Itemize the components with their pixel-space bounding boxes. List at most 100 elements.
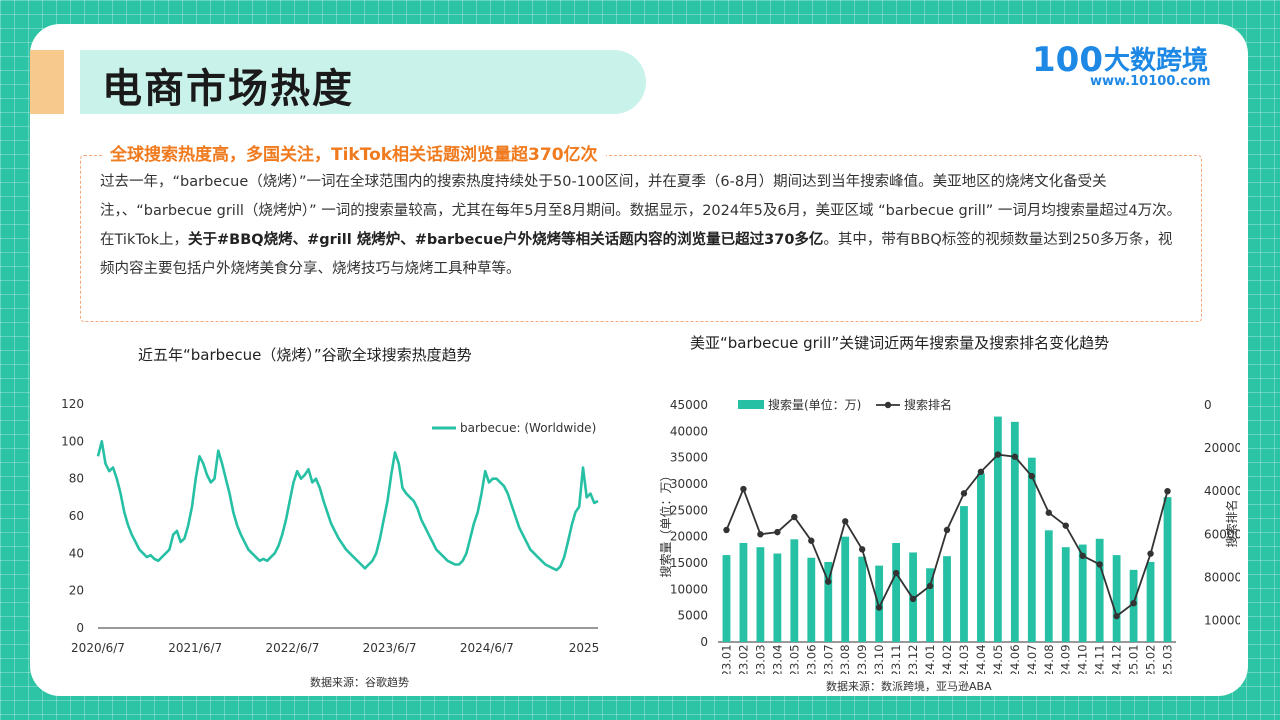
rank-point: [892, 569, 900, 577]
bar-search-volume: [1095, 538, 1104, 642]
right-y-tick-label: 100000: [1204, 613, 1240, 627]
right-y-tick-label: 80000: [1204, 570, 1240, 584]
bar-search-volume: [1061, 547, 1070, 642]
left-y-tick-label: 20000: [670, 530, 708, 544]
x-tick-label: 2020/6/7: [71, 641, 125, 655]
logo-url: www.10100.com: [1090, 74, 1211, 89]
rank-point: [926, 582, 934, 590]
x-tick-label: 2023.08: [838, 644, 852, 674]
legend-line-label: 搜索排名: [904, 397, 952, 412]
rank-point: [842, 518, 849, 525]
right-y-tick-label: 60000: [1204, 527, 1240, 541]
x-tick-label: 2023.11: [889, 644, 903, 674]
bar-search-volume: [739, 542, 748, 642]
rank-point: [909, 595, 917, 603]
google-trends-chart: 0 20 40 60 80 100 120 2020/6/7 2021/6/7 2022/6/7 2…: [61, 397, 599, 655]
summary-p2-bold: 关于#BBQ烧烤、#grill 烧烤炉、#barbecue户外烧烤等相关话题内容…: [188, 232, 824, 248]
x-tick-label: 2025.03: [1161, 644, 1175, 674]
summary-heading: 全球搜索热度高，多国关注，TikTok相关话题浏览量超370亿次: [102, 140, 606, 165]
content-card: 电商市场热度 100 大数跨境 www.10100.com 全球搜索热度高，多国…: [30, 24, 1248, 696]
rank-point: [1096, 561, 1103, 568]
brand-logo: 100 大数跨境 www.10100.com: [1028, 36, 1228, 96]
title-banner: [80, 50, 646, 114]
x-tick-label: 2023.07: [821, 644, 835, 674]
legend-bar-label: 搜索量(单位：万): [768, 397, 861, 412]
rank-point: [740, 485, 747, 493]
bar-search-volume: [977, 473, 985, 642]
x-tick-label: 2024.06: [1008, 644, 1022, 674]
left-y-tick-label: 10000: [670, 582, 708, 596]
page-title: 电商市场热度: [102, 66, 354, 112]
series-line-barbecue: [96, 440, 599, 572]
x-tick-label: 2024.12: [1110, 644, 1124, 674]
summary-paragraph-2: 在TikTok上，关于#BBQ烧烤、#grill 烧烤炉、#barbecue户外…: [100, 226, 1182, 284]
title-accent-bar: [30, 50, 64, 114]
rank-point: [1062, 522, 1069, 529]
x-tick-label: 2022/6/7: [265, 641, 319, 655]
y-tick-label: 100: [61, 434, 84, 448]
chart2-title: 美亚“barbecue grill”关键词近两年搜索量及搜索排名变化趋势: [690, 334, 1110, 352]
bar-search-volume: [773, 553, 782, 642]
y-tick-label: 80: [69, 472, 84, 486]
bar-search-volume: [892, 542, 901, 642]
rank-point: [791, 513, 798, 521]
bar-search-volume: [993, 416, 1002, 642]
left-y-tick-label: 15000: [670, 556, 708, 570]
left-y-axis-label: 搜索量（单位：万）: [658, 469, 673, 577]
y-tick-label: 20: [69, 584, 84, 598]
bar-search-volume: [1112, 555, 1121, 642]
x-tick-label: 2024.01: [923, 644, 937, 674]
rank-point: [943, 526, 951, 534]
y-tick-label: 60: [69, 509, 84, 523]
x-tick-label: 2024.02: [940, 644, 954, 674]
rank-point: [723, 526, 730, 534]
rank-point: [875, 604, 883, 611]
y-tick-label: 40: [69, 546, 84, 560]
x-tick-label: 2024/6/7: [460, 641, 514, 655]
bar-search-volume: [1078, 544, 1087, 642]
rank-point: [1147, 550, 1154, 557]
right-y-tick-label: 0: [1204, 398, 1212, 412]
x-tick-label: 2024.08: [1042, 644, 1056, 674]
x-tick-label: 2024.05: [991, 644, 1005, 674]
x-tick-label: 2023.04: [770, 644, 784, 674]
x-tick-label: 2023.12: [906, 644, 920, 674]
x-tick-label: 2024.10: [1076, 644, 1090, 674]
bar-search-volume: [943, 556, 951, 642]
left-y-tick-label: 30000: [670, 477, 708, 491]
bar-search-volume: [1010, 421, 1019, 642]
logo-mark-icon: 100: [1032, 40, 1103, 80]
bar-search-volume: [841, 536, 850, 642]
right-y-tick-label: 40000: [1204, 484, 1240, 498]
bar-search-volume: [1027, 457, 1036, 642]
left-y-tick-label: 40000: [670, 424, 708, 438]
chart1-title: 近五年“barbecue（烧烤）”谷歌全球搜索热度趋势: [138, 346, 472, 364]
right-y-axis-label: 搜索排名: [1224, 499, 1239, 547]
bar-search-volume: [960, 506, 968, 642]
legend-label: barbecue: (Worldwide): [460, 421, 596, 435]
bar-search-volume: [1163, 497, 1172, 642]
bar-search-volume: [807, 557, 816, 642]
x-tick-label: 2023.10: [872, 644, 886, 674]
rank-point: [774, 528, 781, 536]
right-y-tick-label: 20000: [1204, 441, 1240, 455]
y-tick-label: 0: [76, 621, 84, 635]
summary-paragraph-1: 过去一年，“barbecue（烧烤）”一词在全球范围内的搜索热度持续处于50-1…: [100, 174, 1182, 219]
summary-box: [80, 155, 1202, 322]
x-tick-label: 2024.11: [1093, 644, 1107, 674]
rank-point: [960, 490, 968, 497]
left-y-tick-label: 25000: [670, 503, 708, 517]
rank-point: [1164, 487, 1171, 495]
x-tick-label: 2025.02: [1144, 644, 1158, 674]
x-tick-label: 2024.03: [957, 644, 971, 674]
bar-search-volume: [1044, 530, 1053, 642]
x-tick-label: 2023.02: [736, 644, 750, 674]
rank-point: [808, 537, 815, 544]
x-tick-label: 2023.01: [719, 644, 733, 674]
summary-text: 过去一年，“barbecue（烧烤）”一词在全球范围内的搜索热度持续处于50-1…: [100, 168, 1182, 284]
rank-point: [994, 451, 1002, 458]
logo-name: 大数跨境: [1104, 46, 1209, 76]
left-y-tick-label: 5000: [677, 609, 708, 623]
rank-point: [977, 468, 985, 475]
x-tick-label: 2021/6/7: [168, 641, 222, 655]
